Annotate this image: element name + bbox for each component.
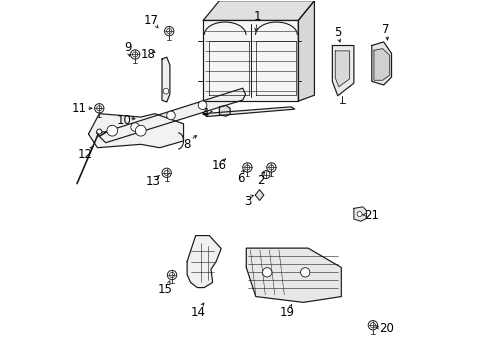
Text: 18: 18 [140,48,155,61]
Text: 14: 14 [190,306,205,319]
Circle shape [94,104,104,113]
Polygon shape [255,190,264,201]
Ellipse shape [107,125,118,136]
Polygon shape [187,235,221,288]
Polygon shape [219,105,230,116]
Text: 7: 7 [382,23,389,36]
Circle shape [166,111,175,120]
Polygon shape [162,57,169,102]
Circle shape [131,123,139,131]
Polygon shape [353,207,366,221]
Circle shape [262,268,271,277]
Circle shape [300,268,309,277]
Text: 6: 6 [237,172,244,185]
Circle shape [266,163,276,172]
Polygon shape [371,42,391,85]
Circle shape [356,212,362,217]
Polygon shape [96,131,108,136]
Text: 13: 13 [145,175,160,188]
Polygon shape [203,107,294,117]
Polygon shape [335,51,349,87]
Polygon shape [203,21,298,101]
Text: 8: 8 [183,138,190,150]
Text: 4: 4 [201,107,208,120]
Circle shape [262,171,269,179]
Circle shape [97,129,102,134]
Polygon shape [203,1,314,21]
Text: 5: 5 [333,27,341,40]
Polygon shape [99,88,245,143]
Circle shape [163,88,168,94]
Text: 19: 19 [280,306,294,319]
Circle shape [367,320,377,330]
Polygon shape [298,1,314,101]
Polygon shape [332,45,353,96]
Text: 12: 12 [77,148,92,161]
Text: 21: 21 [364,210,379,222]
Text: 16: 16 [211,159,226,172]
Text: 1: 1 [253,10,260,23]
Circle shape [198,101,206,109]
Circle shape [164,27,174,36]
Text: 11: 11 [72,102,87,115]
Circle shape [167,270,176,280]
Polygon shape [88,114,183,148]
Ellipse shape [135,125,146,136]
Circle shape [130,50,140,59]
Text: 20: 20 [378,322,393,335]
Polygon shape [373,49,389,80]
Text: 9: 9 [124,41,131,54]
Polygon shape [246,248,341,302]
Text: 10: 10 [117,114,132,127]
Text: 17: 17 [143,14,159,27]
Circle shape [242,163,251,172]
Text: 15: 15 [158,283,173,296]
Text: 3: 3 [244,195,251,208]
Circle shape [162,168,171,177]
Text: 2: 2 [256,174,264,186]
